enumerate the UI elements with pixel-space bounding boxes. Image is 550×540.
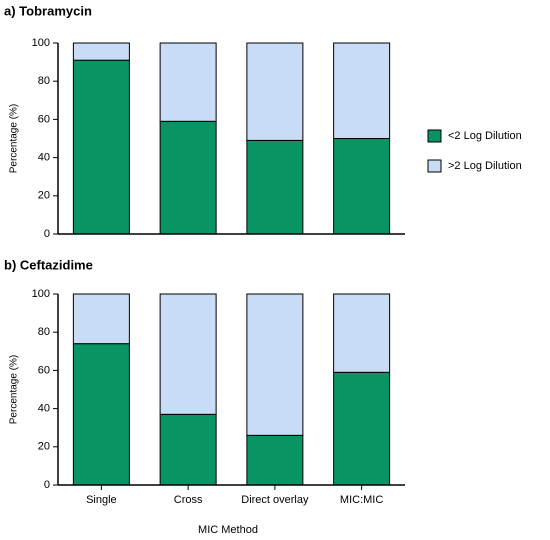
bar-segment [246, 293, 304, 436]
x-tick-label: MIC:MIC [340, 494, 383, 506]
y-tick-label: 80 [38, 326, 50, 338]
y-tick-label: 100 [32, 288, 50, 300]
y-tick-label: 20 [38, 441, 50, 453]
y-tick-label: 40 [38, 403, 50, 415]
bar-segment [72, 293, 130, 345]
y-tick-label: 0 [44, 228, 50, 240]
bar-segment [246, 42, 304, 141]
bar-segment [333, 371, 391, 486]
x-axis-label: MIC Method [198, 524, 258, 536]
chart-title: b) Ceftazidime [4, 257, 93, 272]
bar-segment [246, 434, 304, 486]
x-tick-label: Direct overlay [241, 494, 309, 506]
legend-swatch [427, 129, 442, 143]
legend-label: >2 Log Dilution [448, 160, 522, 172]
y-tick-label: 40 [38, 152, 50, 164]
legend-label: <2 Log Dilution [448, 130, 522, 142]
bar-segment [72, 343, 130, 486]
y-tick-label: 80 [38, 75, 50, 87]
bar-segment [159, 120, 217, 235]
y-tick-label: 20 [38, 190, 50, 202]
bar-segment [72, 59, 130, 235]
bar-segment [72, 42, 130, 61]
y-axis-label: Percentage (%) [9, 104, 20, 173]
x-tick-label: Single [86, 494, 117, 506]
y-axis-label: Percentage (%) [9, 355, 20, 424]
bar-segment [333, 293, 391, 373]
bar-segment [159, 42, 217, 122]
bar-segment [333, 42, 391, 139]
bar-segment [159, 293, 217, 415]
legend-swatch [427, 159, 442, 173]
x-tick-label: Cross [174, 494, 203, 506]
bar-segment [246, 139, 304, 235]
y-tick-label: 60 [38, 113, 50, 125]
y-tick-label: 60 [38, 364, 50, 376]
y-tick-label: 0 [44, 479, 50, 491]
chart-title: a) Tobramycin [4, 3, 92, 18]
bar-segment [159, 413, 217, 486]
bar-segment [333, 138, 391, 235]
y-tick-label: 100 [32, 37, 50, 49]
